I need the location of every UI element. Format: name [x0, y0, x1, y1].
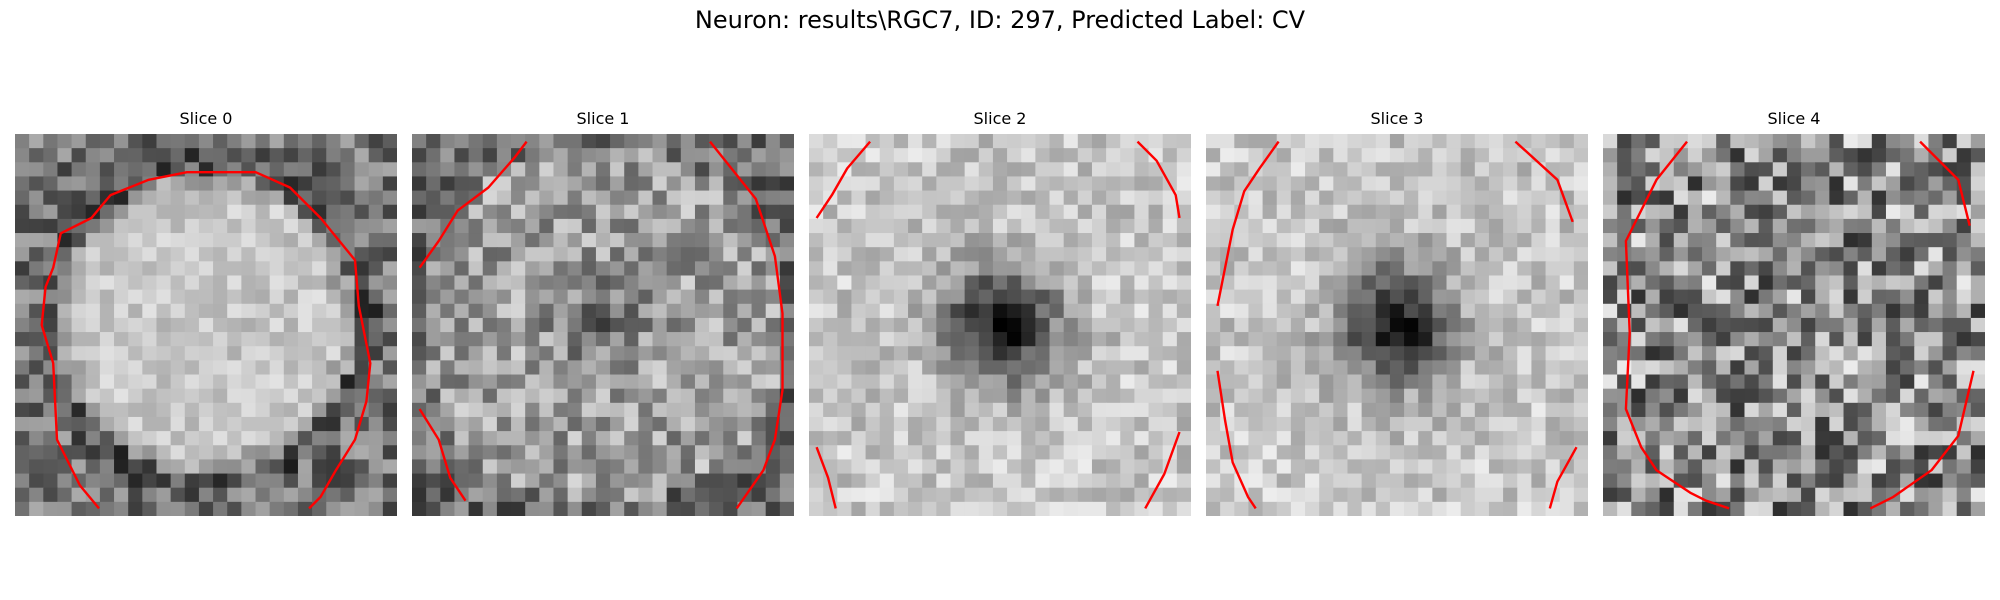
contour-line-4-2 [1869, 370, 1975, 510]
contour-line-1-2 [418, 408, 467, 502]
contour-line-2-0 [815, 140, 872, 219]
slice-image-0 [15, 134, 397, 516]
slice-title-2: Slice 2 [973, 109, 1027, 128]
slice-title-0: Slice 0 [179, 109, 233, 128]
slice-panel-0: Slice 0 [15, 108, 397, 516]
figure-title: Neuron: results\RGC7, ID: 297, Predicted… [694, 6, 1306, 34]
slice-panel-1: Slice 1 [412, 108, 794, 516]
slice-panel-4: Slice 4 [1603, 108, 1985, 516]
contour-line-1-1 [709, 140, 784, 510]
contour-line-1-0 [418, 140, 528, 269]
pixel-grid-2 [809, 134, 1191, 516]
slice-title-1: Slice 1 [576, 109, 630, 128]
slice-panel-3: Slice 3 [1206, 108, 1588, 516]
contour-line-4-1 [1919, 140, 1971, 226]
slice-image-3 [1206, 134, 1588, 516]
contour-line-3-2 [1216, 370, 1257, 510]
slice-image-2 [809, 134, 1191, 516]
pixel-grid-3 [1206, 134, 1588, 516]
contour-line-2-1 [1136, 140, 1181, 219]
contour-line-2-3 [1144, 431, 1181, 509]
contour-line-3-0 [1216, 140, 1280, 307]
pixel-grid-4 [1603, 134, 1985, 516]
pixel-grid-0 [15, 134, 397, 516]
contour-line-2-2 [815, 446, 837, 509]
contour-line-3-3 [1548, 446, 1578, 509]
slice-title-3: Slice 3 [1370, 109, 1424, 128]
contour-line-3-1 [1514, 140, 1574, 223]
slice-title-4: Slice 4 [1767, 109, 1821, 128]
slice-image-4 [1603, 134, 1985, 516]
slice-image-1 [412, 134, 794, 516]
contour-line-0-0 [40, 171, 372, 510]
pixel-grid-1 [412, 134, 794, 516]
slice-panel-2: Slice 2 [809, 108, 1191, 516]
contour-line-4-0 [1624, 140, 1730, 510]
